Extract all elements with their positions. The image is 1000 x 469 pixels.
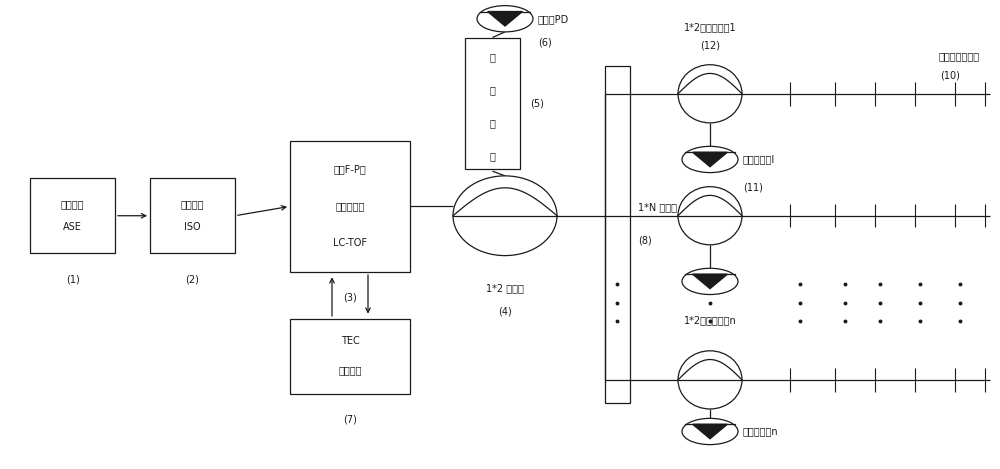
Text: (1): (1): [66, 274, 79, 284]
Text: 探测器阵列I: 探测器阵列I: [743, 154, 775, 165]
Text: TEC: TEC: [341, 336, 359, 347]
Circle shape: [477, 6, 533, 32]
Text: 波: 波: [490, 118, 495, 128]
Text: 校: 校: [490, 52, 495, 62]
Text: 探测器PD: 探测器PD: [538, 14, 569, 24]
Text: (7): (7): [343, 415, 357, 425]
Text: 多通道光纤光栅: 多通道光纤光栅: [939, 51, 980, 61]
Text: 可调滤波器: 可调滤波器: [335, 201, 365, 212]
Bar: [30, 178, 115, 253]
Text: ISO: ISO: [184, 222, 201, 232]
Text: (6): (6): [538, 37, 552, 47]
Circle shape: [682, 146, 738, 173]
Text: 宽带光源: 宽带光源: [61, 199, 84, 210]
Bar: [290, 141, 410, 272]
Text: (5): (5): [530, 98, 544, 108]
Text: 1*N 耦合器: 1*N 耦合器: [638, 203, 677, 212]
Ellipse shape: [678, 187, 742, 245]
Polygon shape: [488, 12, 522, 26]
Text: (8): (8): [638, 235, 652, 245]
Polygon shape: [693, 152, 727, 166]
Text: 温度控制: 温度控制: [338, 365, 362, 375]
Bar: [290, 319, 410, 394]
Ellipse shape: [453, 176, 557, 256]
Circle shape: [682, 268, 738, 295]
Ellipse shape: [678, 65, 742, 123]
Text: 长: 长: [490, 151, 495, 161]
Circle shape: [682, 418, 738, 445]
Text: (11): (11): [743, 182, 763, 193]
Text: 1*2耦合器阵列1: 1*2耦合器阵列1: [684, 22, 736, 32]
Text: 光隔离器: 光隔离器: [181, 199, 204, 210]
Bar: [465, 38, 520, 169]
Text: (4): (4): [498, 307, 512, 317]
Text: ASE: ASE: [63, 222, 82, 232]
Text: 1*2耦合器阵列n: 1*2耦合器阵列n: [684, 315, 736, 325]
Polygon shape: [693, 424, 727, 439]
Text: 探测器阵列n: 探测器阵列n: [743, 426, 779, 437]
Polygon shape: [693, 274, 727, 288]
Text: LC-TOF: LC-TOF: [333, 238, 367, 248]
Text: 1*2 耦合器: 1*2 耦合器: [486, 283, 524, 294]
Text: (10): (10): [940, 70, 960, 80]
Text: 液晶F-P腔: 液晶F-P腔: [334, 165, 366, 174]
Text: (12): (12): [700, 41, 720, 51]
Ellipse shape: [678, 351, 742, 409]
Text: (2): (2): [186, 274, 199, 284]
Bar: [605, 66, 630, 403]
Text: (3): (3): [343, 293, 357, 303]
Text: 准: 准: [490, 85, 495, 95]
Bar: [150, 178, 235, 253]
